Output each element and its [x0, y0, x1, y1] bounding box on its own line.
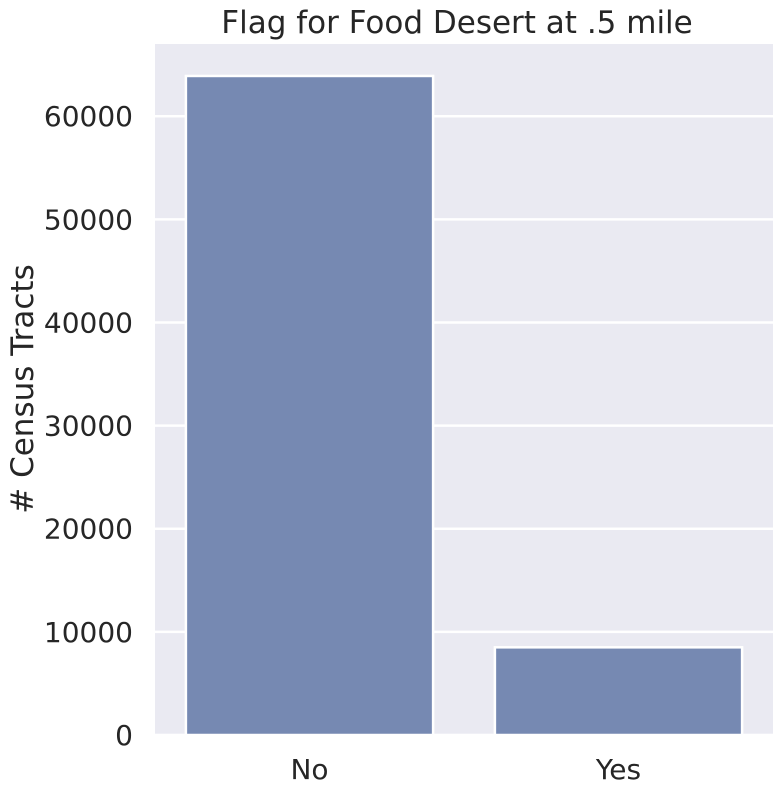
x-tick-label: Yes [595, 753, 641, 786]
y-tick-label: 40000 [44, 306, 133, 339]
chart-title: Flag for Food Desert at .5 mile [221, 5, 693, 41]
y-tick-label: 0 [115, 719, 133, 752]
y-tick-label: 50000 [44, 203, 133, 236]
y-tick-label: 20000 [44, 513, 133, 546]
bars [184, 74, 744, 737]
bar-no [184, 74, 435, 737]
x-tick-label: No [290, 753, 328, 786]
y-tick-label: 10000 [44, 616, 133, 649]
bar-yes [493, 646, 744, 737]
y-axis-label: # Census Tracts [5, 264, 41, 513]
y-tick-label: 60000 [44, 100, 133, 133]
y-axis-ticks: 0 10000 20000 30000 40000 50000 60000 [44, 100, 133, 752]
y-tick-label: 30000 [44, 410, 133, 443]
x-axis-ticks: No Yes [290, 753, 641, 786]
